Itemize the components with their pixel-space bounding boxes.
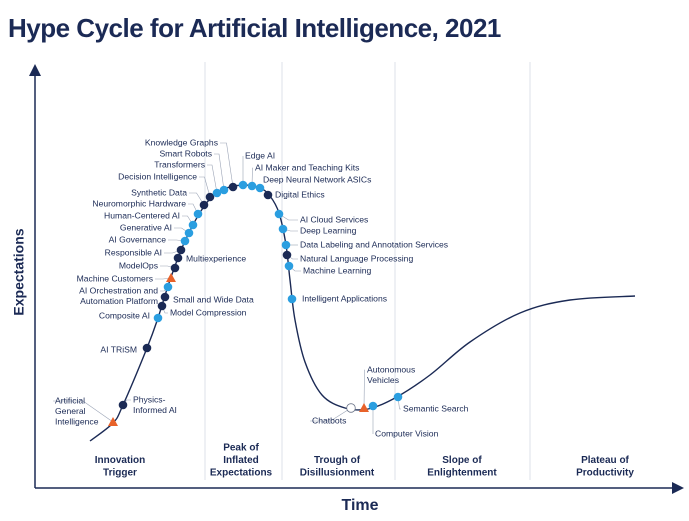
marker-dot xyxy=(282,250,292,260)
marker-dot xyxy=(193,209,203,219)
phase-label: Enlightenment xyxy=(427,468,497,479)
marker-dot xyxy=(160,292,170,302)
marker-dot xyxy=(281,240,291,250)
title: Hype Cycle for Artificial Intelligence, … xyxy=(8,13,501,43)
marker-dot xyxy=(263,190,273,200)
technology-label: AI Governance xyxy=(109,234,167,244)
leader-line xyxy=(207,164,218,194)
x-axis-label: Time xyxy=(341,497,378,514)
technology-label: Decision Intelligence xyxy=(118,171,197,181)
technology-label: Composite AI xyxy=(99,310,150,320)
technology-label: AI TRiSM xyxy=(100,344,137,354)
technology-label: AI Maker and Teaching Kits xyxy=(255,162,359,172)
technology-label: Automation Platform xyxy=(80,296,158,306)
marker-triangle xyxy=(359,403,369,412)
technology-label: Deep Neural Network ASICs xyxy=(263,174,371,184)
marker-dot xyxy=(287,294,297,304)
marker-dot xyxy=(284,261,294,271)
technology-label: Transformers xyxy=(154,159,205,169)
marker-dot xyxy=(180,236,190,246)
technology-label: Natural Language Processing xyxy=(300,253,413,263)
y-axis-label: Expectations xyxy=(11,228,27,315)
marker-dot xyxy=(368,401,378,411)
phase-label: Disillusionment xyxy=(300,468,375,479)
leader-line xyxy=(251,167,253,187)
technology-label: Generative AI xyxy=(120,222,172,232)
marker-dot xyxy=(278,224,288,234)
marker-dot xyxy=(173,253,183,263)
leader-line xyxy=(199,176,211,198)
marker-dot xyxy=(184,228,194,238)
marker-dot xyxy=(393,392,403,402)
leader-line xyxy=(310,407,352,422)
phase-label: Plateau of xyxy=(581,455,629,466)
marker-dot xyxy=(170,263,180,273)
technology-label: Computer Vision xyxy=(375,428,439,438)
technology-label: AI Orchestration and xyxy=(79,285,158,295)
phase-label: Productivity xyxy=(576,468,634,479)
phase-label: Inflated xyxy=(223,455,259,466)
marker-dot xyxy=(118,400,128,410)
technology-label: Autonomous xyxy=(367,364,415,374)
phase-label: Trough of xyxy=(314,455,361,466)
technology-label: AI Cloud Services xyxy=(300,214,368,224)
marker-dot xyxy=(176,245,186,255)
leader-line xyxy=(53,400,114,423)
marker-dot xyxy=(188,220,198,230)
phase-dividers xyxy=(204,62,531,480)
technology-label: Machine Customers xyxy=(77,273,153,283)
technology-label: General xyxy=(55,406,86,416)
technology-label: Smart Robots xyxy=(159,148,212,158)
technology-label: Edge AI xyxy=(245,150,275,160)
leader-line xyxy=(189,192,205,206)
phase-label: Trigger xyxy=(103,468,137,479)
technology-label: Neuromorphic Hardware xyxy=(92,198,186,208)
marker-dot xyxy=(153,313,163,323)
phase-label: Expectations xyxy=(210,468,273,479)
leader-line xyxy=(214,153,225,191)
marker-dot xyxy=(163,282,173,292)
technology-label: Artificial xyxy=(55,395,85,405)
technology-label: Intelligence xyxy=(55,416,99,426)
leader-line xyxy=(363,369,365,409)
marker-dot xyxy=(274,209,284,219)
technology-label: ModelOps xyxy=(119,260,158,270)
technology-label: Digital Ethics xyxy=(275,189,325,199)
technology-label: Responsible AI xyxy=(105,247,162,257)
technology-label: Small and Wide Data xyxy=(173,294,254,304)
technology-label: Vehicles xyxy=(367,375,399,385)
technology-label: Physics- xyxy=(133,394,166,404)
marker-dot xyxy=(247,181,257,191)
technology-label: Knowledge Graphs xyxy=(145,137,218,147)
phase-label: Slope of xyxy=(442,455,482,466)
marker-dot xyxy=(228,182,238,192)
technology-label: Machine Learning xyxy=(303,265,372,275)
marker-dot xyxy=(142,343,152,353)
marker-dot xyxy=(205,192,215,202)
phase-label: Peak of xyxy=(223,443,259,454)
technology-label: Intelligent Applications xyxy=(302,293,387,303)
marker-dot xyxy=(219,185,229,195)
marker-triangle xyxy=(166,273,176,282)
technology-label: Semantic Search xyxy=(403,403,469,413)
technology-label: Multiexperience xyxy=(186,253,246,263)
technology-label: Model Compression xyxy=(170,307,247,317)
marker-dot xyxy=(238,180,248,190)
technology-label: Informed AI xyxy=(133,405,177,415)
marker-dot xyxy=(346,403,356,413)
marker-dot xyxy=(255,183,265,193)
technology-label: Human-Centered AI xyxy=(104,210,180,220)
marker-dot xyxy=(157,301,167,311)
marker-dot xyxy=(199,200,209,210)
technology-label: Chatbots xyxy=(312,415,346,425)
technology-label: Data Labeling and Annotation Services xyxy=(300,239,448,249)
technology-label: Synthetic Data xyxy=(131,187,187,197)
marker-dot xyxy=(212,188,222,198)
technology-label: Deep Learning xyxy=(300,225,357,235)
phase-label: Innovation xyxy=(95,455,146,466)
leader-line xyxy=(220,142,234,188)
marker-triangle xyxy=(108,417,118,426)
